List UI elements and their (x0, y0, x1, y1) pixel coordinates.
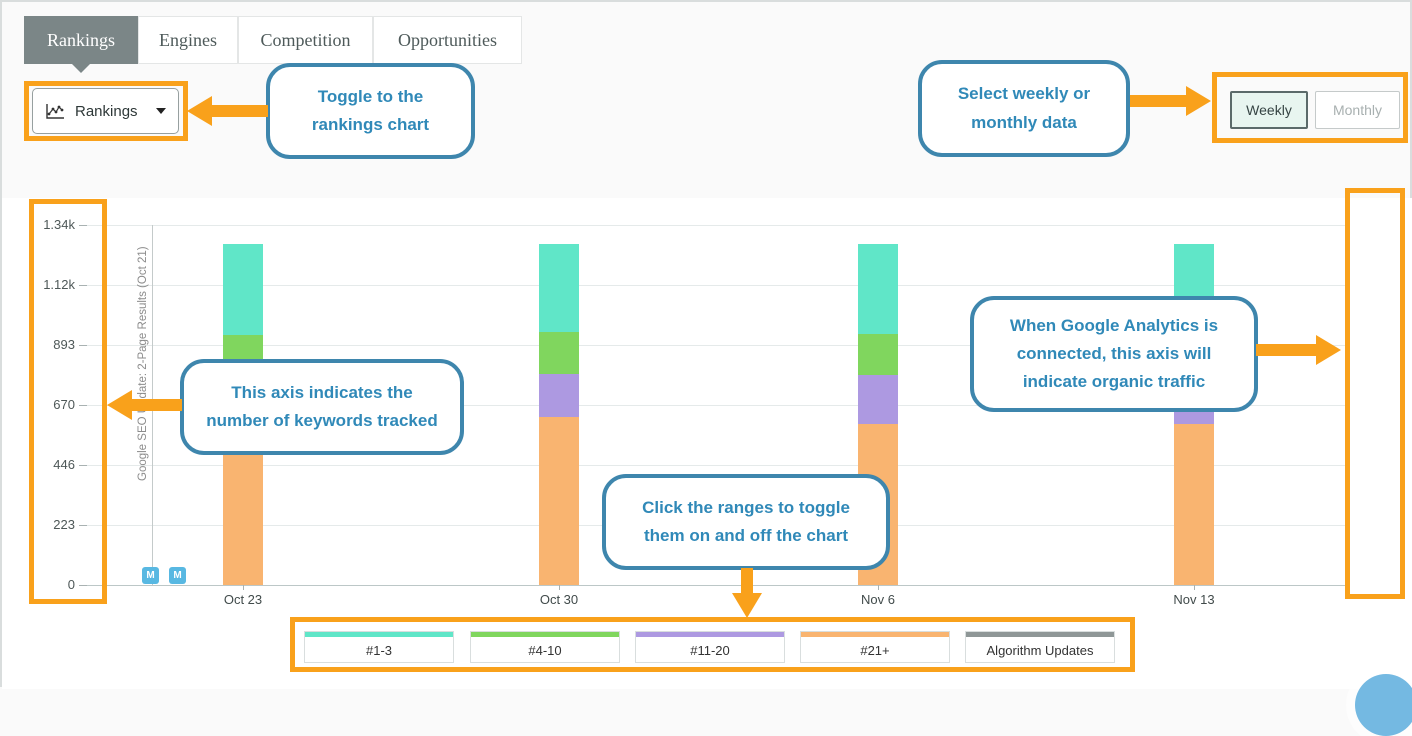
y-axis-label: 893 (53, 337, 75, 352)
algorithm-update-marker[interactable]: M (169, 567, 186, 584)
arrow-shaft (130, 399, 182, 411)
chevron-down-icon (156, 108, 166, 114)
arrow-right-icon (1316, 335, 1341, 365)
legend-swatch (471, 632, 619, 637)
bar-segment-#11-20 (539, 374, 579, 418)
x-axis-label: Oct 30 (539, 592, 579, 607)
callout-toggle-chart: Toggle to the rankings chart (266, 63, 475, 159)
callout-right-axis: When Google Analytics is connected, this… (970, 296, 1258, 412)
tab-engines[interactable]: Engines (138, 16, 238, 64)
bar-segment-#4-10 (858, 333, 898, 376)
arrow-down-icon (732, 593, 762, 618)
x-axis-tick (878, 585, 879, 590)
legend-item-label: #21+ (860, 642, 890, 658)
legend-swatch (305, 632, 453, 637)
y-axis-tick (79, 585, 87, 586)
gridline (79, 345, 1350, 346)
callout-left-axis: This axis indicates the number of keywor… (180, 359, 464, 455)
arrow-shaft (1130, 95, 1188, 107)
gridline (79, 225, 1350, 226)
y-axis-tick (79, 405, 87, 406)
chart-type-dropdown[interactable]: Rankings (32, 88, 179, 134)
y-axis-label: 223 (53, 517, 75, 532)
bar-segment-#4-10 (539, 332, 579, 375)
y-axis-tick (79, 225, 87, 226)
callout-legend-toggle: Click the ranges to toggle them on and o… (602, 474, 890, 570)
x-axis-label: Oct 23 (223, 592, 263, 607)
highlight-box-period-toggle (1212, 72, 1408, 143)
y-axis-label: 670 (53, 397, 75, 412)
x-axis-line (79, 585, 1350, 586)
legend-item-label: #11-20 (690, 642, 730, 658)
legend-item-label: #4-10 (528, 642, 562, 658)
algorithm-update-label: Google SEO Update: 2-Page Results (Oct 2… (137, 246, 149, 481)
y-axis-label: 0 (67, 577, 75, 592)
arrow-shaft (210, 105, 268, 117)
highlight-box-dropdown (24, 81, 188, 141)
gridline (79, 465, 1350, 466)
gridline (79, 285, 1350, 286)
legend-swatch (966, 632, 1114, 637)
line-chart-icon (45, 103, 65, 120)
selected-tab-notch (72, 64, 90, 73)
y-axis-tick (79, 285, 87, 286)
arrow-shaft (741, 568, 753, 594)
x-axis-tick (559, 585, 560, 590)
legend-item-algorithm-updates[interactable]: Algorithm Updates (965, 631, 1115, 663)
arrow-left-icon (107, 390, 132, 420)
legend-item--11-20[interactable]: #11-20 (635, 631, 785, 663)
legend-swatch (636, 632, 784, 637)
bar-segment-#1-3 (858, 243, 898, 334)
arrow-left-icon (187, 96, 212, 126)
algorithm-update-marker[interactable]: M (142, 567, 159, 584)
legend-item--21-[interactable]: #21+ (800, 631, 950, 663)
highlight-box-legend (290, 617, 1135, 672)
weekly-button[interactable]: Weekly (1230, 91, 1308, 129)
gridline (79, 405, 1350, 406)
help-button[interactable] (1355, 674, 1412, 736)
y-axis-tick (79, 465, 87, 466)
tab-competition[interactable]: Competition (238, 16, 373, 64)
y-axis-tick (79, 525, 87, 526)
bar-segment-#11-20 (858, 375, 898, 424)
monthly-button[interactable]: Monthly (1315, 91, 1400, 129)
bar-segment-#21+ (223, 453, 263, 585)
highlight-box-right-axis (1345, 188, 1405, 599)
legend-item--1-3[interactable]: #1-3 (304, 631, 454, 663)
bar-segment-#21+ (1174, 423, 1214, 585)
legend-item-label: #1-3 (365, 642, 393, 658)
x-axis-tick (1194, 585, 1195, 590)
bar-segment-#1-3 (223, 243, 263, 336)
tab-rankings[interactable]: Rankings (24, 16, 138, 64)
y-axis-label: 1.12k (43, 277, 75, 292)
arrow-shaft (1256, 344, 1318, 356)
x-axis-label: Nov 13 (1173, 592, 1215, 607)
y-axis-tick (79, 345, 87, 346)
legend-swatch (801, 632, 949, 637)
tab-opportunities[interactable]: Opportunities (373, 16, 522, 64)
highlight-box-left-axis (29, 199, 107, 604)
x-axis-label: Nov 6 (861, 592, 895, 607)
legend-item--4-10[interactable]: #4-10 (470, 631, 620, 663)
bar-segment-#1-3 (539, 243, 579, 333)
y-axis-label: 1.34k (43, 217, 75, 232)
callout-select-period: Select weekly or monthly data (918, 60, 1130, 157)
x-axis-tick (243, 585, 244, 590)
arrow-right-icon (1186, 86, 1211, 116)
bar-segment-#21+ (539, 417, 579, 585)
legend-item-label: Algorithm Updates (986, 642, 1094, 658)
y-axis-label: 446 (53, 457, 75, 472)
chart-type-dropdown-value: Rankings (75, 102, 138, 120)
